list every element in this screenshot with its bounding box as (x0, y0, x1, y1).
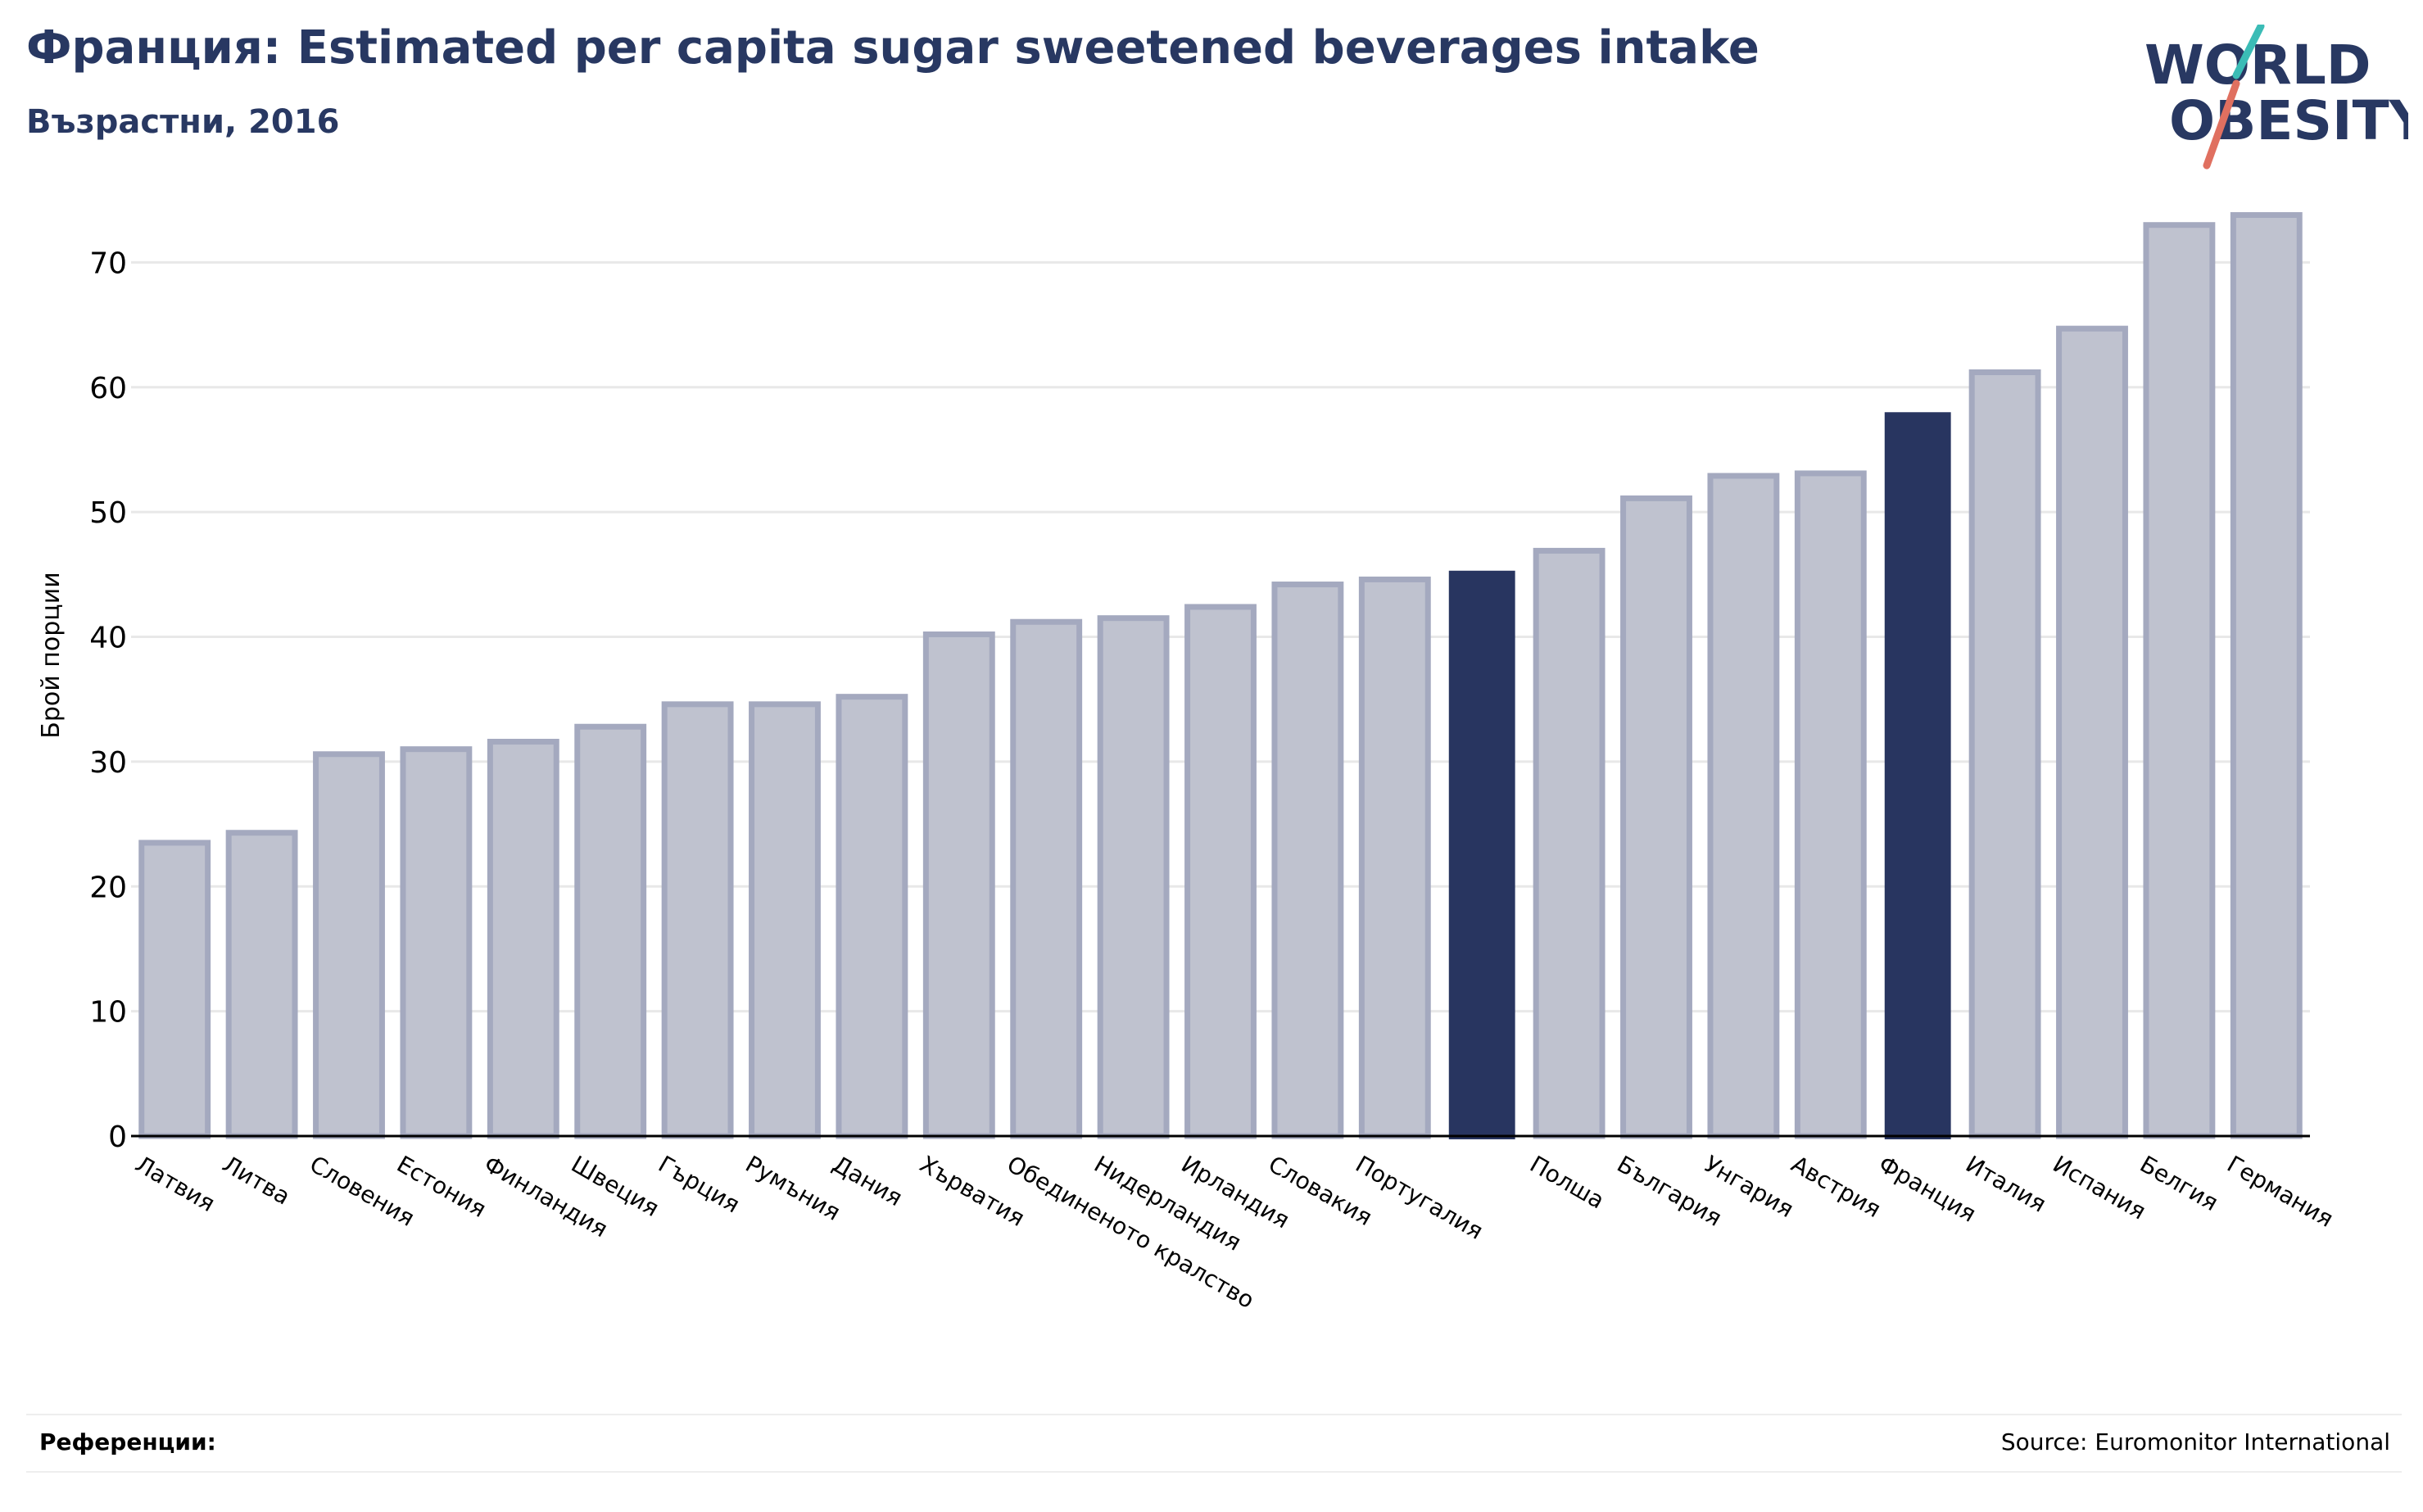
bar (2230, 212, 2303, 1139)
bar (836, 694, 908, 1139)
bar (1533, 547, 1606, 1139)
bar (1271, 582, 1344, 1139)
x-tick-label: Румъния (741, 1150, 845, 1225)
y-tick-label: 0 (108, 1120, 127, 1154)
bar (400, 746, 473, 1139)
footer-divider-bottom (26, 1471, 2402, 1473)
x-tick-label: Германия (2222, 1150, 2338, 1232)
bar (1620, 495, 1692, 1139)
x-tick-label: Австрия (1787, 1150, 1886, 1223)
bar (1097, 615, 1170, 1139)
bar (661, 701, 734, 1139)
bar (225, 830, 298, 1139)
x-tick-label: Испания (2049, 1150, 2151, 1225)
x-tick-label: Франция (1874, 1150, 1981, 1227)
y-tick-label: 60 (89, 372, 127, 405)
y-axis-ticks: 0 10 20 30 40 50 60 70 (89, 247, 127, 1154)
logo-line-obesity: OBESITY (2169, 89, 2408, 152)
y-tick-label: 40 (89, 622, 127, 655)
y-tick-label: 70 (89, 247, 127, 280)
y-tick-label: 30 (89, 746, 127, 780)
y-tick-label: 50 (89, 496, 127, 530)
logo-slash-teal (2232, 25, 2265, 79)
bar (2056, 325, 2128, 1139)
y-tick-label: 10 (89, 996, 127, 1030)
bar (487, 739, 559, 1139)
bar (1707, 473, 1780, 1139)
y-axis-label: Брой порции (37, 572, 66, 738)
chart-subtitle: Възрастни, 2016 (26, 103, 340, 141)
bar (2143, 222, 2216, 1139)
x-tick-label: Латвия (131, 1150, 220, 1217)
footer-divider-top (26, 1414, 2402, 1415)
bar (574, 723, 647, 1139)
bar (1794, 470, 1867, 1139)
references-label: Референции: (39, 1428, 216, 1455)
bar (138, 840, 211, 1139)
logo-line-world: WORLD (2144, 34, 2371, 97)
world-obesity-logo: WORLD OBESITY (2144, 25, 2408, 170)
x-tick-label: Полша (1525, 1150, 1609, 1214)
bar (1010, 618, 1083, 1139)
x-tick-label: Литва (218, 1150, 295, 1210)
x-tick-label: Португалия (1351, 1150, 1488, 1244)
chart-title: Франция: Estimated per capita sugar swee… (26, 21, 1760, 75)
bar (1184, 604, 1257, 1139)
x-tick-label: Белгия (2135, 1150, 2223, 1216)
x-tick-label: Гърция (654, 1150, 745, 1218)
bar (922, 631, 995, 1139)
bar (1358, 576, 1431, 1139)
bar (1968, 369, 2041, 1139)
source-note: Source: Euromonitor International (2000, 1428, 2390, 1455)
bar (1884, 412, 1951, 1139)
bar (313, 751, 385, 1139)
logo-slash-red (2203, 79, 2240, 170)
y-tick-label: 20 (89, 871, 127, 904)
bar (749, 701, 821, 1139)
bars (138, 212, 2303, 1139)
bar (1448, 570, 1515, 1139)
